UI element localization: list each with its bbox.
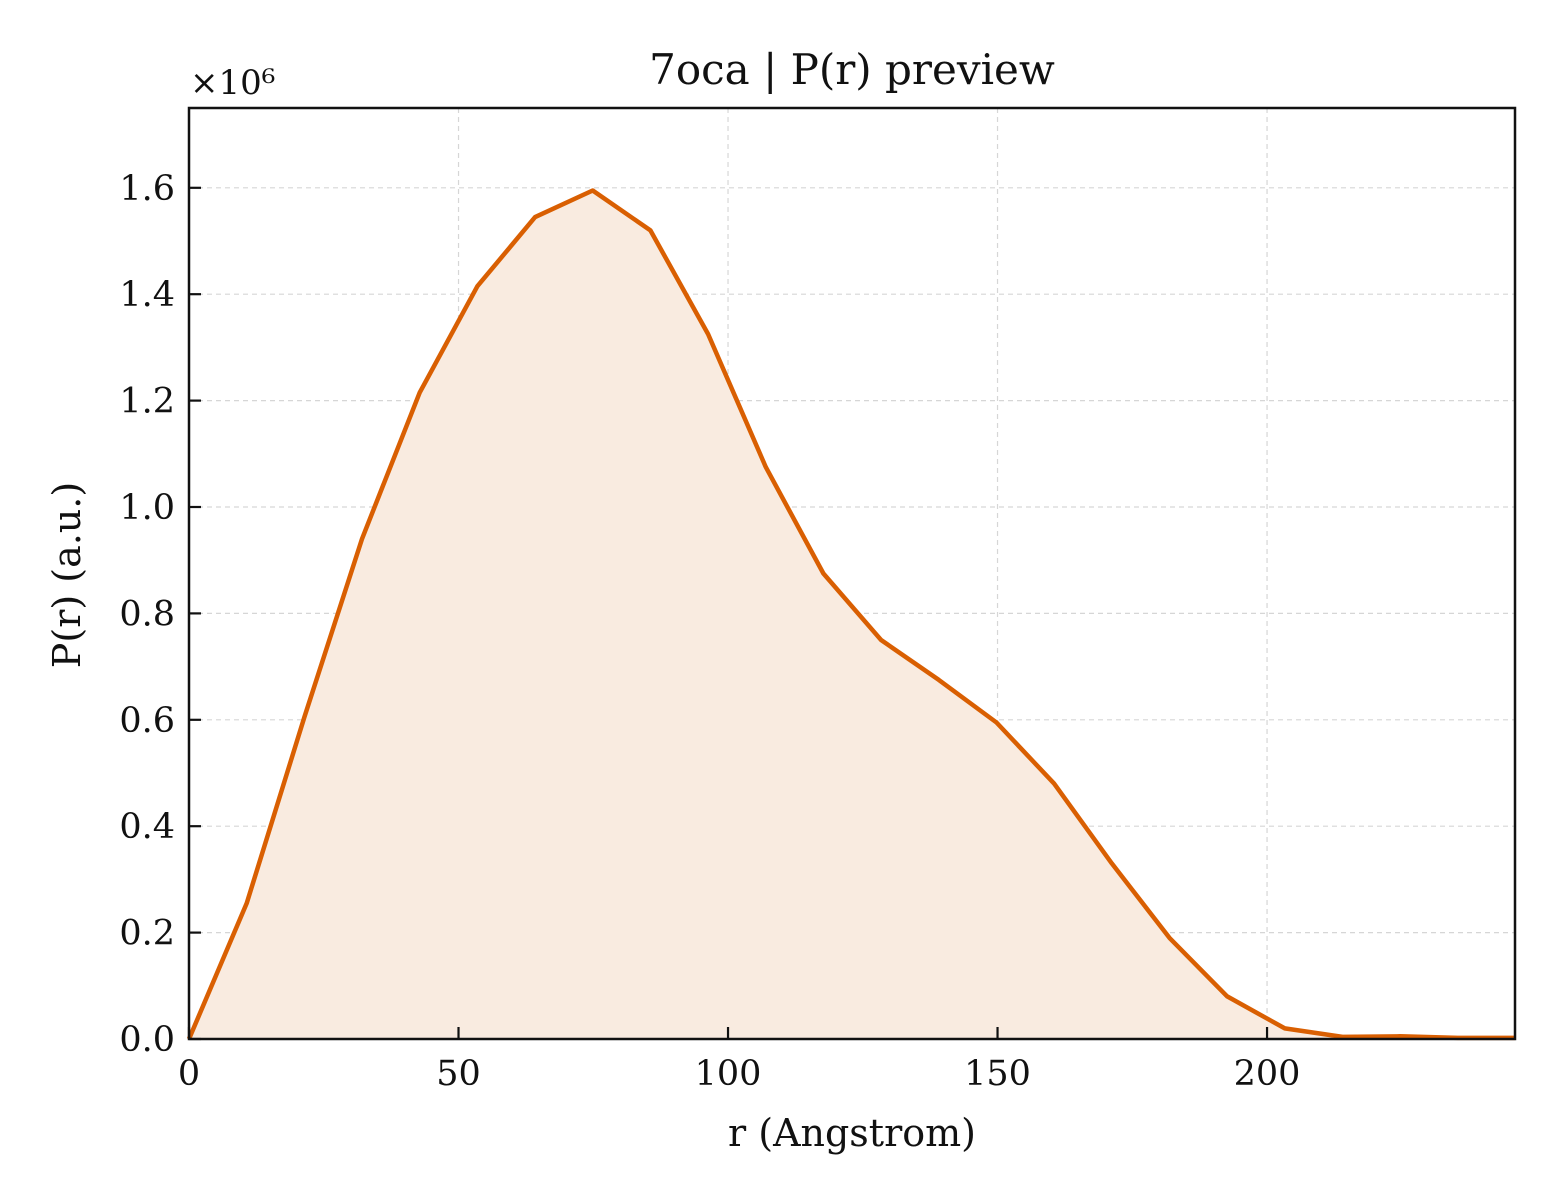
x-tick-label-2: 100 — [695, 1054, 762, 1094]
x-axis-label: r (Angstrom) — [728, 1111, 976, 1155]
ticks-layer: 0 50 100 150 200 0.0 0.2 0.4 0.6 0.8 1.0 1.2 1.4 1.6 — [119, 169, 1300, 1094]
y-tick-label-5: 1.0 — [119, 488, 175, 528]
x-tick-label-0: 0 — [178, 1054, 200, 1094]
pr-area-fill — [189, 190, 1515, 1039]
plot-frame — [187, 106, 1517, 1041]
y-axis-label: P(r) (a.u.) — [45, 482, 89, 668]
y-tick-label-2: 0.4 — [119, 807, 175, 847]
x-tick-label-4: 200 — [1234, 1054, 1301, 1094]
x-tick-label-1: 50 — [436, 1054, 481, 1094]
y-tick-label-4: 0.8 — [119, 594, 175, 634]
y-tick-label-3: 0.6 — [119, 701, 175, 741]
y-tick-label-6: 1.2 — [119, 382, 175, 422]
y-tick-label-8: 1.6 — [119, 169, 175, 209]
y-tick-label-0: 0.0 — [119, 1020, 175, 1060]
x-tick-label-3: 150 — [964, 1054, 1031, 1094]
pr-series-line — [186, 188, 1515, 1041]
y-tick-label-1: 0.2 — [119, 914, 175, 954]
chart-title: 7oca | P(r) preview — [649, 45, 1055, 94]
y-axis-multiplier: ×10⁶ — [190, 63, 275, 103]
y-tick-label-7: 1.4 — [119, 275, 175, 315]
